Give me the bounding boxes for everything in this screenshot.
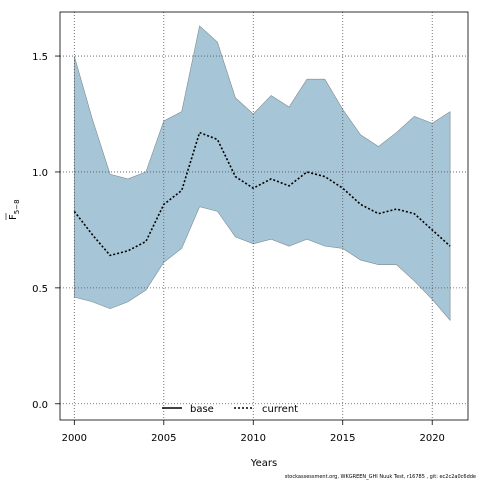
series-line-current (73, 131, 451, 257)
x-tick-label: 2020 (419, 433, 444, 444)
y-tick-label: 0.5 (32, 284, 48, 295)
y-axis-label-subscript: 5−8 (13, 199, 21, 214)
plot-frame (59, 11, 469, 421)
series-line-layer (73, 131, 451, 257)
legend: base current (162, 404, 298, 415)
footer-note: stockassessment.org, WKGREEN_GHI Nuuk Te… (285, 474, 476, 480)
legend-label-current: current (262, 404, 298, 415)
x-tick-label: 2000 (62, 433, 87, 444)
x-tick-label: 2010 (241, 433, 266, 444)
confidence-band-layer (74, 25, 451, 322)
y-tick-label: 1.5 (32, 52, 48, 63)
x-tick-label: 2005 (151, 433, 176, 444)
y-tick-label: 1.0 (32, 168, 48, 179)
x-axis-label: Years (250, 458, 277, 469)
grid-layer (60, 12, 468, 420)
y-axis-label: F5−8 (5, 199, 21, 220)
y-tick-label: 0.0 (32, 400, 48, 411)
svg-text:F5−8: F5−8 (8, 199, 21, 220)
legend-label-base: base (190, 404, 214, 415)
x-axis-ticks: 2000 2005 2010 2015 2020 (62, 420, 445, 444)
y-axis-label-main: F (8, 214, 19, 220)
confidence-band (74, 25, 451, 322)
x-tick-label: 2015 (330, 433, 355, 444)
y-axis-ticks: 0.0 0.5 1.0 1.5 (32, 52, 60, 411)
